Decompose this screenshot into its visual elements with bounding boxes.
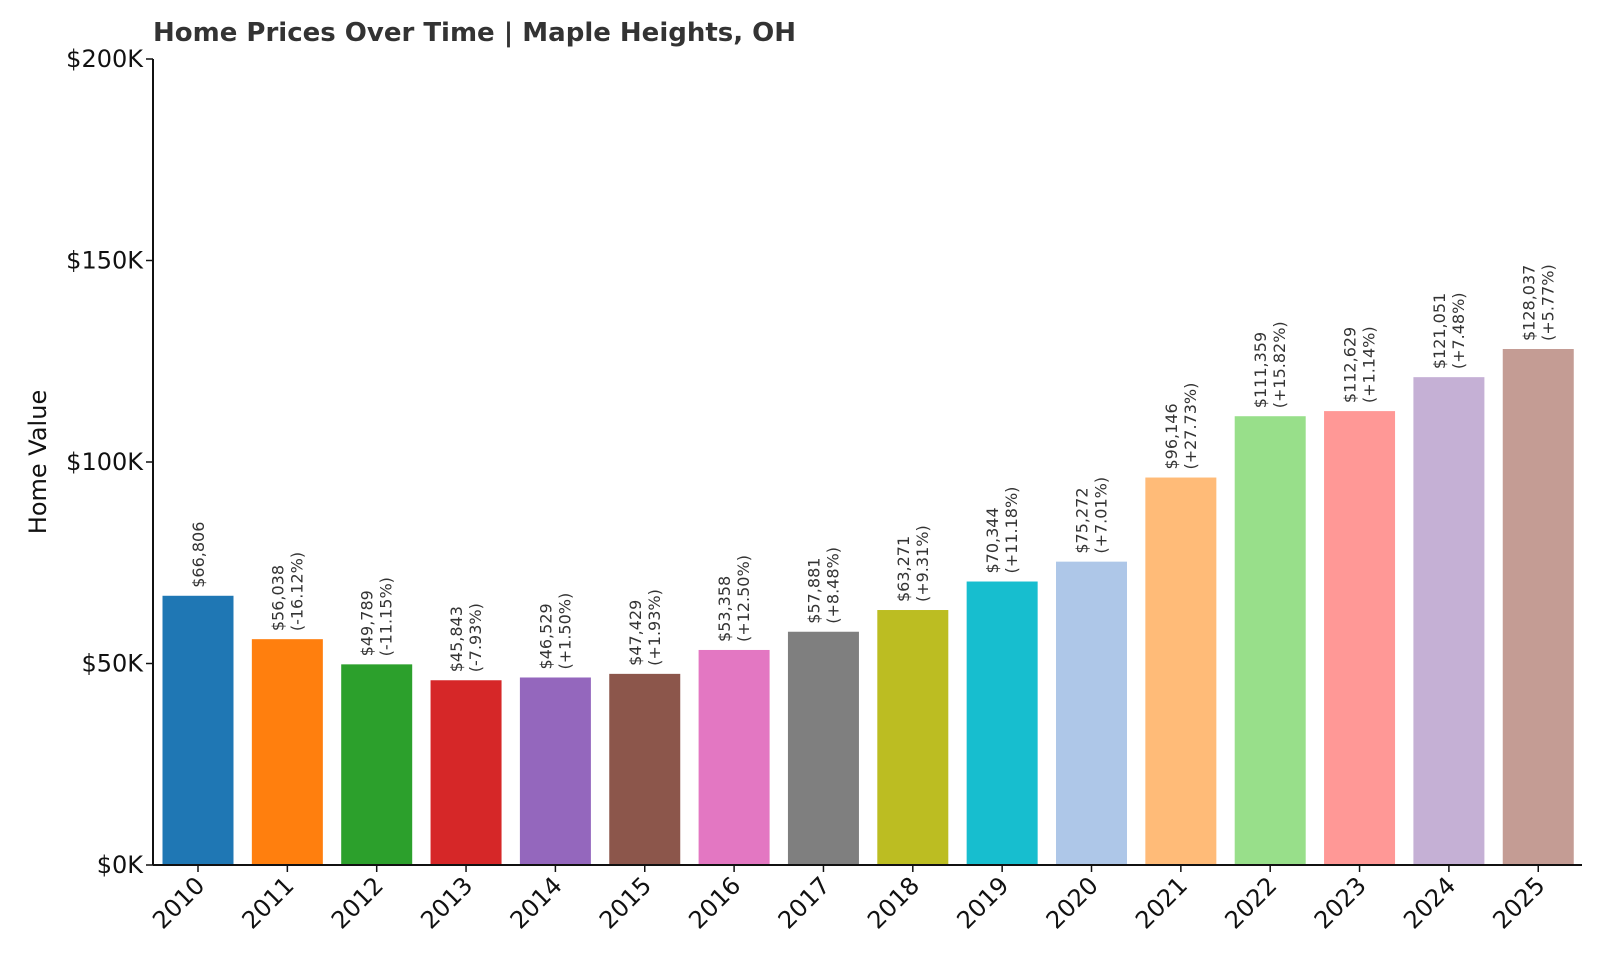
value-label-2012: $49,789 <box>358 590 377 656</box>
value-label-2024: $121,051 <box>1430 293 1449 369</box>
bars-group <box>162 349 1574 866</box>
bar-label-group-2016: $53,358 (+12.50%) <box>715 555 753 642</box>
bar-label-group-2023: $112,629 (+1.14%) <box>1341 326 1379 403</box>
y-tick-label-0: $0K <box>97 851 145 879</box>
bar-label-group-2021: $96,146 (+27.73%) <box>1162 383 1200 470</box>
bar-label-group-2025: $128,037 (+5.77%) <box>1519 264 1557 341</box>
x-tick-label-2022: 2022 <box>1219 871 1282 934</box>
bar-2013 <box>430 680 502 865</box>
value-label-2014: $46,529 <box>536 603 555 669</box>
change-label-2020: (+7.01%) <box>1092 477 1111 554</box>
x-tick-label-2010: 2010 <box>147 871 210 934</box>
change-label-2014: (+1.50%) <box>555 593 574 670</box>
change-label-2019: (+11.18%) <box>1002 487 1021 574</box>
value-label-2011: $56,038 <box>268 565 287 631</box>
y-tick-label-1: $50K <box>81 650 144 678</box>
x-tick-label-2017: 2017 <box>773 871 836 934</box>
x-tick-label-2024: 2024 <box>1398 871 1461 934</box>
change-label-2018: (+9.31%) <box>913 525 932 602</box>
y-ticks-group: $0K $50K $100K $150K $200K <box>66 45 153 879</box>
change-label-2025: (+5.77%) <box>1538 264 1557 341</box>
change-label-2015: (+1.93%) <box>645 589 664 666</box>
bar-label-group-2010: $66,806 <box>189 522 208 588</box>
bar-label-group-2018: $63,271 (+9.31%) <box>894 525 932 602</box>
value-label-2023: $112,629 <box>1341 327 1360 403</box>
value-label-2016: $53,358 <box>715 576 734 642</box>
bar-2020 <box>1056 561 1127 865</box>
bar-label-group-2015: $47,429 (+1.93%) <box>626 589 664 666</box>
bar-2010 <box>162 595 234 865</box>
bar-labels-group: $66,806$56,038 (-16.12%) $49,789 (-11.15%) $… <box>189 264 1557 672</box>
bar-label-group-2012: $49,789 (-11.15%) <box>358 577 396 656</box>
value-label-2022: $111,359 <box>1251 332 1270 408</box>
value-label-2017: $57,881 <box>804 558 823 624</box>
bar-2024 <box>1413 377 1485 865</box>
bar-2014 <box>519 677 591 865</box>
x-tick-label-2015: 2015 <box>594 871 657 934</box>
change-label-2017: (+8.48%) <box>823 547 842 624</box>
x-tick-label-2021: 2021 <box>1130 871 1193 934</box>
x-tick-label-2014: 2014 <box>505 871 568 934</box>
value-label-2021: $96,146 <box>1162 403 1181 469</box>
y-tick-label-2: $100K <box>66 448 144 476</box>
bar-2016 <box>698 649 770 865</box>
change-label-2021: (+27.73%) <box>1181 383 1200 470</box>
x-tick-label-2025: 2025 <box>1488 871 1551 934</box>
x-tick-label-2011: 2011 <box>237 871 300 934</box>
bar-2017 <box>787 631 859 865</box>
bar-label-group-2014: $46,529 (+1.50%) <box>536 593 574 670</box>
x-tick-label-2013: 2013 <box>415 871 478 934</box>
x-tick-label-2018: 2018 <box>862 871 925 934</box>
change-label-2012: (-11.15%) <box>377 577 396 656</box>
bar-2023 <box>1324 411 1396 865</box>
value-label-2020: $75,272 <box>1073 487 1092 553</box>
x-tick-label-2016: 2016 <box>683 871 746 934</box>
y-tick-label-4: $200K <box>66 45 144 73</box>
x-tick-label-2012: 2012 <box>326 871 389 934</box>
bar-label-group-2020: $75,272 (+7.01%) <box>1073 477 1111 554</box>
chart-title: Home Prices Over Time | Maple Heights, O… <box>153 18 797 48</box>
bar-2011 <box>251 639 323 865</box>
bar-2015 <box>609 673 681 865</box>
value-label-2013: $45,843 <box>447 606 466 672</box>
change-label-2024: (+7.48%) <box>1449 292 1468 369</box>
y-axis-title: Home Value <box>24 390 52 534</box>
value-label-2010: $66,806 <box>189 522 208 588</box>
change-label-2023: (+1.14%) <box>1360 326 1379 403</box>
bar-label-group-2019: $70,344 (+11.18%) <box>983 487 1021 574</box>
bar-2018 <box>877 610 949 865</box>
x-tick-label-2020: 2020 <box>1041 871 1104 934</box>
change-label-2016: (+12.50%) <box>734 555 753 642</box>
value-label-2025: $128,037 <box>1519 265 1538 341</box>
x-tick-label-2019: 2019 <box>951 871 1014 934</box>
change-label-2022: (+15.82%) <box>1270 321 1289 408</box>
x-tick-label-2023: 2023 <box>1309 871 1372 934</box>
bar-label-group-2013: $45,843 (-7.93%) <box>447 603 485 672</box>
bar-2012 <box>341 664 413 865</box>
value-label-2015: $47,429 <box>626 600 645 666</box>
y-tick-label-3: $150K <box>66 247 144 275</box>
bar-2022 <box>1234 416 1306 865</box>
value-label-2019: $70,344 <box>983 507 1002 573</box>
bar-label-group-2011: $56,038 (-16.12%) <box>268 552 306 631</box>
bar-label-group-2017: $57,881 (+8.48%) <box>804 547 842 624</box>
bar-label-group-2024: $121,051 (+7.48%) <box>1430 292 1468 369</box>
value-label-2018: $63,271 <box>894 536 913 602</box>
bar-2019 <box>966 581 1038 865</box>
bar-label-group-2022: $111,359 (+15.82%) <box>1251 321 1289 408</box>
change-label-2013: (-7.93%) <box>466 603 485 672</box>
bar-2025 <box>1502 349 1574 866</box>
x-ticks-group: 2010 2011 2012 2013 2014 2015 2016 2017 2018 2019… <box>147 865 1550 934</box>
change-label-2011: (-16.12%) <box>287 552 306 631</box>
bar-2021 <box>1145 477 1217 865</box>
